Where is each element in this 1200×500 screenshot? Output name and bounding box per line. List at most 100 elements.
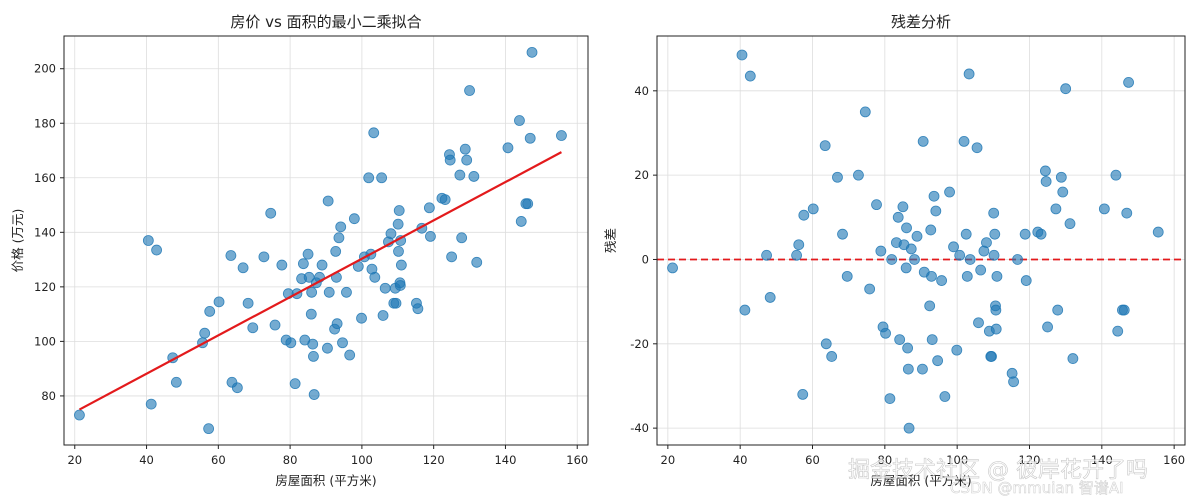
data-point — [826, 351, 838, 362]
data-point — [736, 49, 748, 61]
data-point — [265, 207, 277, 219]
data-point — [392, 218, 404, 230]
watermark-line1: 掘金技术社区 @ 彼岸花开了吗 — [848, 458, 1148, 483]
data-point — [975, 264, 987, 276]
chart-title: 残差分析 — [891, 13, 951, 31]
data-point — [1064, 218, 1076, 230]
fit-line — [78, 151, 562, 411]
data-point — [308, 389, 320, 400]
data-point — [308, 350, 319, 362]
x-tick-label: 140 — [1091, 453, 1113, 467]
data-point — [356, 312, 367, 324]
data-point — [986, 351, 997, 362]
data-point — [333, 232, 345, 244]
data-point — [151, 244, 162, 256]
data-point — [289, 378, 301, 390]
data-point — [1067, 353, 1079, 364]
data-point — [145, 398, 157, 410]
y-tick-label: 180 — [34, 116, 56, 130]
data-point — [1121, 207, 1133, 219]
data-point — [990, 323, 1002, 335]
data-point — [247, 322, 259, 334]
y-tick-label: 100 — [34, 334, 56, 348]
data-point — [900, 262, 912, 274]
data-point — [242, 297, 254, 309]
data-point — [924, 300, 936, 312]
data-point — [285, 337, 297, 349]
data-point — [954, 249, 966, 261]
data-point — [961, 270, 973, 282]
data-point — [376, 172, 388, 184]
data-point — [864, 283, 876, 295]
data-point — [1019, 228, 1031, 240]
data-point — [363, 172, 375, 184]
watermark: 掘金技术社区 @ 彼岸花开了吗 CSDN @mmuian 智谱AI — [848, 458, 1149, 498]
data-point — [990, 304, 1002, 316]
data-point — [446, 251, 458, 263]
data-point — [502, 142, 514, 154]
data-point — [875, 245, 887, 257]
data-point — [348, 213, 360, 225]
data-point — [305, 308, 317, 320]
data-point — [744, 70, 756, 82]
data-point — [1052, 304, 1064, 316]
data-point — [337, 337, 348, 349]
data-point — [514, 115, 525, 126]
data-point — [886, 254, 898, 265]
y-tick-label: 20 — [634, 168, 649, 182]
data-point — [884, 393, 896, 405]
data-point — [74, 409, 85, 421]
data-point — [464, 85, 475, 96]
data-point — [764, 292, 776, 303]
data-point — [237, 262, 249, 274]
x-tick-label: 60 — [211, 453, 226, 467]
data-point — [964, 254, 976, 265]
data-point — [988, 207, 1000, 219]
data-point — [203, 423, 215, 435]
data-point — [797, 389, 809, 400]
data-point — [963, 68, 975, 80]
data-point — [951, 344, 963, 356]
data-point — [1042, 321, 1053, 333]
data-point — [276, 259, 288, 271]
data-point — [958, 136, 970, 147]
plot-frame — [63, 35, 589, 446]
data-point — [892, 211, 904, 223]
data-point — [841, 270, 853, 282]
data-point — [423, 202, 435, 214]
data-point — [973, 317, 984, 329]
x-tick-label: 120 — [1019, 453, 1041, 467]
data-point — [739, 304, 751, 316]
data-point — [335, 221, 347, 233]
data-point — [902, 342, 914, 354]
data-point — [368, 127, 380, 139]
data-point — [454, 169, 466, 181]
data-point — [199, 327, 211, 339]
data-point — [988, 249, 1000, 261]
data-point — [170, 376, 182, 388]
data-point — [1020, 275, 1032, 286]
data-point — [303, 271, 315, 283]
data-point — [331, 318, 343, 330]
data-point — [1112, 325, 1124, 337]
data-point — [1110, 169, 1122, 181]
data-point — [444, 154, 456, 166]
data-point — [901, 222, 912, 234]
data-point — [1012, 254, 1023, 265]
data-point — [323, 286, 335, 298]
chart-title: 房价 vs 面积的最小二乘拟合 — [230, 13, 421, 31]
data-point — [344, 349, 356, 361]
data-point — [412, 303, 424, 315]
data-point — [917, 363, 928, 375]
data-point — [369, 271, 381, 283]
data-point — [456, 232, 468, 244]
data-point — [897, 201, 909, 213]
data-point — [425, 231, 436, 242]
data-point — [461, 154, 473, 166]
data-point — [395, 259, 407, 271]
x-tick-label: 160 — [1163, 453, 1185, 467]
x-axis-label: 房屋面积 (平方米) — [275, 473, 376, 488]
data-point — [917, 136, 929, 147]
data-point — [394, 280, 406, 291]
